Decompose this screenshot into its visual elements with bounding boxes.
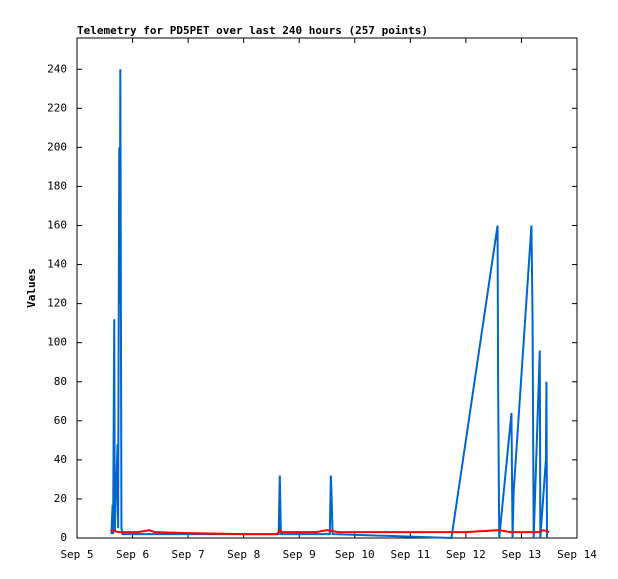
y-tick-label: 100 (47, 336, 67, 349)
data-line (110, 69, 548, 540)
y-tick-label: 0 (60, 531, 67, 544)
x-tick-label: Sep 9 (283, 548, 316, 561)
x-tick-label: Sep 6 (116, 548, 149, 561)
x-tick-label: Sep 7 (172, 548, 205, 561)
x-tick-label: Sep 8 (227, 548, 260, 561)
y-tick-label: 40 (54, 453, 67, 466)
y-tick-label: 240 (47, 62, 67, 75)
x-tick-label: Sep 12 (446, 548, 486, 561)
y-tick-label: 220 (47, 101, 67, 114)
y-tick-label: 200 (47, 140, 67, 153)
y-tick-label: 60 (54, 414, 67, 427)
x-tick-label: Sep 11 (390, 548, 430, 561)
x-tick-label: Sep 14 (557, 548, 597, 561)
chart-title: Telemetry for PD5PET over last 240 hours… (77, 24, 428, 37)
y-tick-label: 140 (47, 258, 67, 271)
x-tick-label: Sep 5 (60, 548, 93, 561)
data-line (110, 528, 550, 536)
x-tick-label: Sep 10 (335, 548, 375, 561)
y-tick-label: 160 (47, 219, 67, 232)
y-tick-label: 80 (54, 375, 67, 388)
plot-frame (76, 37, 578, 539)
y-axis-label: Values (25, 268, 38, 308)
x-tick-label: Sep 13 (502, 548, 542, 561)
y-tick-label: 120 (47, 297, 67, 310)
y-tick-label: 20 (54, 492, 67, 505)
y-tick-label: 180 (47, 179, 67, 192)
